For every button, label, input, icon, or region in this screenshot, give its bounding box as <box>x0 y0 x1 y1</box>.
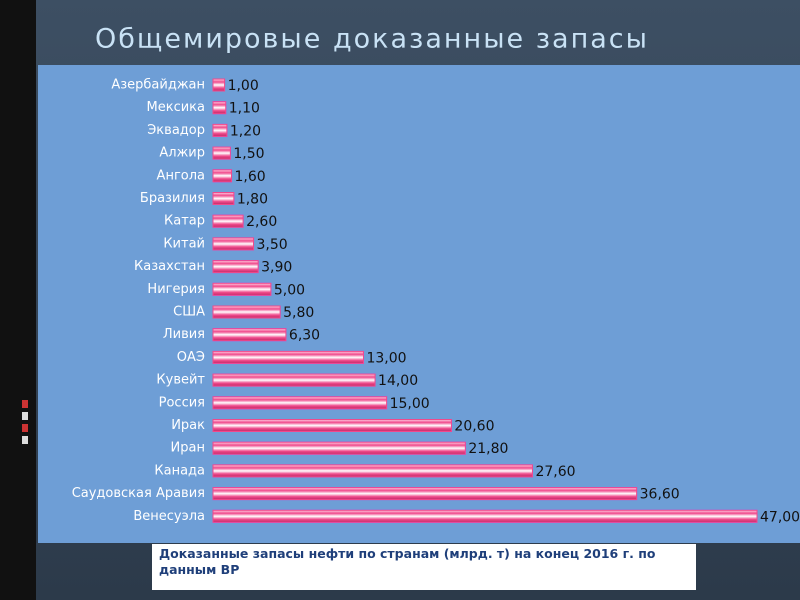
value-label: 1,60 <box>235 169 266 185</box>
bar <box>212 237 255 251</box>
y-tick-label: Саудовская Аравия <box>72 486 205 501</box>
value-label: 1,50 <box>233 146 264 162</box>
y-tick-label: Казахстан <box>134 259 205 274</box>
bar <box>212 101 227 115</box>
y-tick-label: Эквадор <box>147 123 205 138</box>
bar <box>212 441 466 455</box>
value-label: 3,90 <box>261 260 292 276</box>
bar <box>212 123 228 137</box>
value-label: 27,60 <box>535 464 575 480</box>
value-label: 5,80 <box>283 305 314 321</box>
bar <box>212 282 272 296</box>
y-tick-label: Нигерия <box>147 282 205 297</box>
y-tick-label: Бразилия <box>140 191 205 206</box>
decor <box>22 436 28 444</box>
bar <box>212 169 233 183</box>
value-label: 14,00 <box>378 373 418 389</box>
value-label: 1,20 <box>230 123 261 139</box>
value-label: 13,00 <box>366 350 406 366</box>
bar <box>212 350 364 364</box>
y-tick-label: Алжир <box>159 146 205 161</box>
value-label: 1,10 <box>229 101 260 117</box>
y-tick-label: ОАЭ <box>177 350 205 365</box>
y-tick-label: Венесуэла <box>133 509 205 524</box>
value-label: 15,00 <box>390 396 430 412</box>
value-label: 1,00 <box>228 78 259 94</box>
bar <box>212 328 287 342</box>
bar <box>212 305 281 319</box>
bar <box>212 78 226 92</box>
bar <box>212 396 388 410</box>
decor <box>22 400 28 408</box>
y-tick-label: Ливия <box>163 327 205 342</box>
value-label: 21,80 <box>468 441 508 457</box>
y-tick-label: Иран <box>171 441 205 456</box>
y-tick-label: США <box>173 305 205 320</box>
bar <box>212 214 244 228</box>
bar <box>212 192 235 205</box>
value-label: 3,50 <box>257 237 288 253</box>
y-tick-label: Китай <box>163 236 205 251</box>
value-label: 5,00 <box>274 282 305 298</box>
y-tick-label: Азербайджан <box>111 78 205 93</box>
chart-title: Общемировые доказанные запасы <box>95 24 649 55</box>
bar <box>212 146 231 160</box>
y-tick-label: Мексика <box>147 100 205 115</box>
bar <box>212 464 533 478</box>
value-label: 2,60 <box>246 214 277 230</box>
value-label: 36,60 <box>640 487 680 503</box>
side-strip <box>0 0 36 600</box>
caption: Доказанные запасы нефти по странам (млрд… <box>152 544 696 590</box>
value-label: 6,30 <box>289 328 320 344</box>
bar <box>212 260 259 274</box>
decor <box>22 424 28 432</box>
y-tick-label: Ирак <box>171 418 205 433</box>
bar <box>212 419 452 432</box>
bar <box>212 487 638 501</box>
y-tick-label: Ангола <box>157 168 205 183</box>
bar <box>212 509 758 523</box>
y-tick-label: Катар <box>164 214 205 229</box>
bar <box>212 373 376 387</box>
y-tick-label: Кувейт <box>156 373 205 388</box>
value-label: 1,80 <box>237 192 268 208</box>
y-tick-label: Россия <box>159 395 205 410</box>
value-label: 47,00 <box>760 509 800 525</box>
plot-area <box>38 65 800 543</box>
decor <box>22 412 28 420</box>
value-label: 20,60 <box>454 419 494 435</box>
y-tick-label: Канада <box>154 463 205 478</box>
